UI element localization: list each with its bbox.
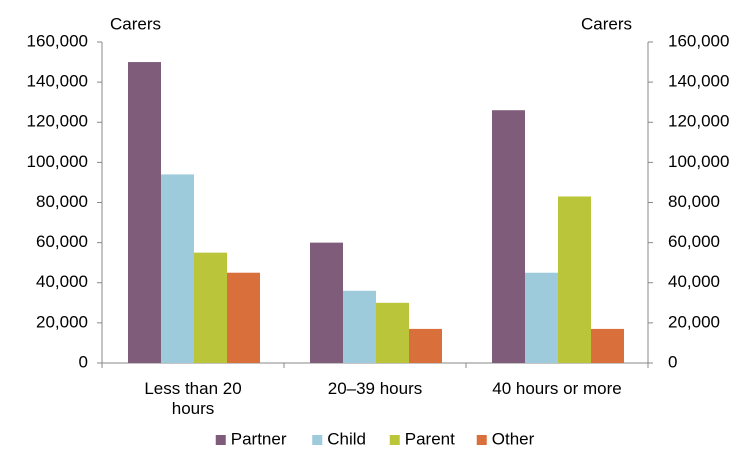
y-tick-label: 20,000	[36, 312, 88, 331]
bar	[376, 302, 409, 363]
y2-tick-label: 140,000	[668, 72, 729, 91]
legend-label: Parent	[405, 429, 455, 448]
legend-label: Other	[492, 429, 535, 448]
legend-swatch	[389, 435, 400, 445]
y-tick-label: 160,000	[27, 31, 88, 50]
y-tick-label: 60,000	[36, 232, 88, 251]
bar	[558, 196, 591, 363]
bar	[128, 62, 161, 363]
x-tick-label: 20–39 hours	[327, 379, 423, 398]
bar	[492, 110, 525, 364]
y-tick-label: 40,000	[36, 272, 88, 291]
bar	[310, 242, 343, 363]
legend-label: Partner	[231, 429, 287, 448]
bar	[409, 328, 442, 363]
bar	[343, 290, 376, 363]
bar	[194, 252, 227, 363]
y2-tick-label: 160,000	[668, 31, 729, 50]
y2-tick-label: 20,000	[668, 312, 720, 331]
legend-swatch	[215, 435, 226, 445]
y-tick-label: 100,000	[27, 152, 88, 171]
y2-tick-label: 80,000	[668, 192, 720, 211]
legend-swatch	[476, 435, 487, 445]
legend-swatch	[312, 435, 323, 445]
y2-tick-label: 100,000	[668, 152, 729, 171]
y2-tick-label: 0	[668, 352, 677, 371]
x-tick-label: Less than 20 hours	[144, 379, 242, 418]
y-axis-label: Carers	[110, 14, 161, 33]
y2-tick-label: 60,000	[668, 232, 720, 251]
y-tick-label: 80,000	[36, 192, 88, 211]
x-tick-label: 40 hours or more	[492, 379, 622, 398]
y-tick-label: 120,000	[27, 112, 88, 131]
y2-tick-label: 40,000	[668, 272, 720, 291]
bar	[227, 272, 260, 363]
bar	[525, 272, 558, 363]
bar	[161, 174, 194, 363]
y2-axis-label: Carers	[581, 14, 632, 33]
y-tick-label: 0	[79, 352, 88, 371]
bar	[591, 328, 624, 363]
y-tick-label: 140,000	[27, 72, 88, 91]
legend-label: Child	[327, 429, 366, 448]
y2-tick-label: 120,000	[668, 112, 729, 131]
